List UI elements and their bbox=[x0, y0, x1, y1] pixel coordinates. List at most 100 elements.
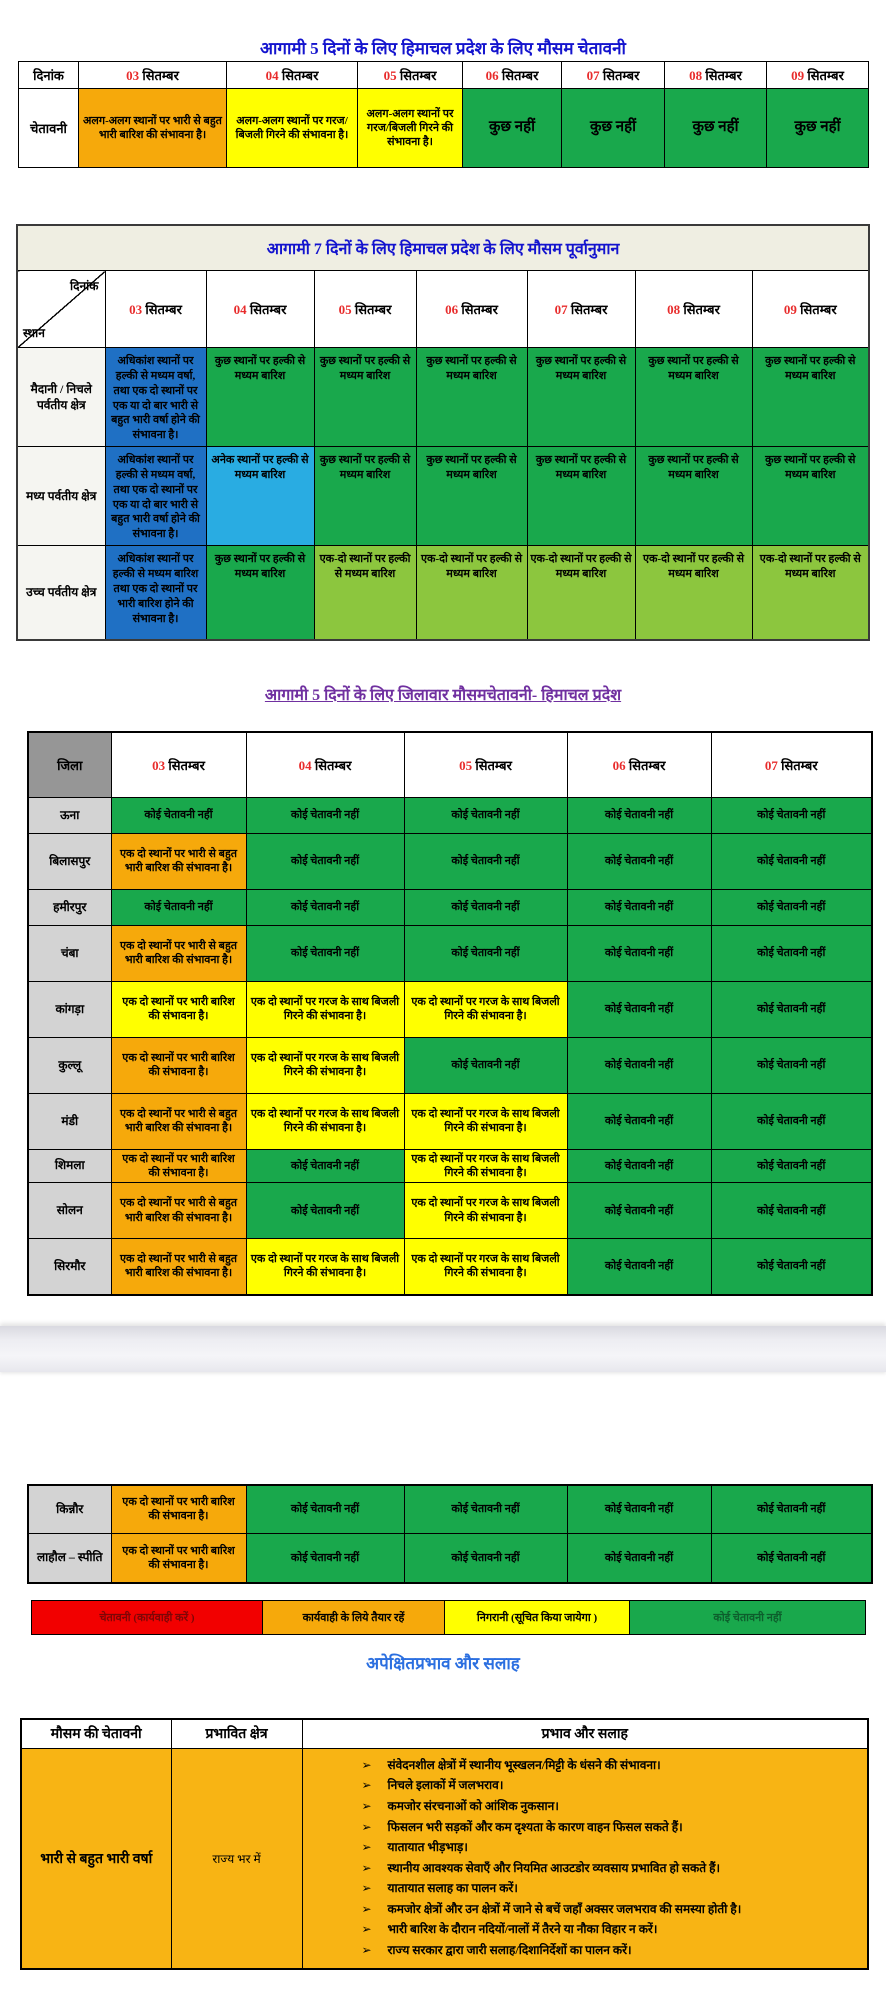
table-row: किन्नौर एक दो स्थानों पर भारी बारिश की स… bbox=[27, 1484, 873, 1535]
warning-cell: एक दो स्थानों पर भारी बारिश की संभावना ह… bbox=[110, 1036, 247, 1094]
warning-cell: कोई चेतावनी नहीं bbox=[566, 924, 712, 982]
warning-row-label: चेतावनी bbox=[18, 88, 79, 168]
district-name: मंडी bbox=[27, 1092, 112, 1150]
forecast-cell: अधिकांश स्थानों पर हल्की से मध्यम वर्षा,… bbox=[104, 446, 207, 547]
table-row: आगामी 7 दिनों के लिए हिमाचल प्रदेश के लि… bbox=[16, 224, 870, 271]
date-month: सितम्बर bbox=[501, 68, 539, 83]
warning-cell: कोई चेतावनी नहीं bbox=[245, 832, 405, 890]
warning-cell: कुछ नहीं bbox=[766, 88, 869, 168]
warning-cell: कोई चेतावनी नहीं bbox=[566, 980, 712, 1038]
date-month: सितम्बर bbox=[314, 757, 352, 773]
date-month: सितम्बर bbox=[475, 757, 512, 773]
date-month: सितम्बर bbox=[145, 302, 182, 317]
table-row: मौसम की चेतावनी प्रभावित क्षेत्र प्रभाव … bbox=[20, 1718, 869, 1749]
date-number: 05 bbox=[338, 302, 352, 317]
date-cell: 06 सितम्बर bbox=[462, 61, 562, 89]
warning-cell: कोई चेतावनी नहीं bbox=[245, 1148, 405, 1184]
warning-cell: अलग-अलग स्थानों पर गरज/बिजली गिरने की सं… bbox=[226, 88, 358, 168]
forecast-cell: एक-दो स्थानों पर हल्की से मध्यम बारिश bbox=[634, 545, 753, 641]
advice-item: राज्य सरकार द्वारा जारी सलाह/दिशानिर्देश… bbox=[362, 1943, 857, 1959]
warning-cell: कोई चेतावनी नहीं bbox=[403, 924, 568, 982]
legend-watch-yellow: निगरानी (सूचित किया जायेगा ) bbox=[444, 1599, 630, 1635]
warning-cell: एक दो स्थानों पर भारी से बहुत भारी बारिश… bbox=[110, 924, 247, 982]
district-warning-table: जिला 03 सितम्बर 04 सितम्बर 05 सितम्बर 06… bbox=[27, 730, 873, 1296]
impact-header-area: प्रभावित क्षेत्र bbox=[170, 1718, 303, 1749]
forecast-cell: कुछ स्थानों पर हल्की से मध्यम बारिश bbox=[634, 346, 753, 448]
warning-cell: कोई चेतावनी नहीं bbox=[710, 1182, 873, 1240]
date-number: 03 bbox=[129, 302, 143, 317]
date-number: 08 bbox=[667, 302, 681, 317]
table-row: ऊना कोई चेतावनी नहीं कोई चेतावनी नहीं को… bbox=[27, 796, 873, 834]
warning-cell: कोई चेतावनी नहीं bbox=[245, 1182, 405, 1240]
date-number: 07 bbox=[764, 757, 778, 773]
impact-header-warning: मौसम की चेतावनी bbox=[20, 1718, 172, 1749]
advice-item: यातायात सलाह का पालन करें। bbox=[362, 1881, 857, 1897]
district-warning-title: आगामी 5 दिनों के लिए जिलावार मौसमचेतावनी… bbox=[264, 686, 622, 704]
warning-cell: कोई चेतावनी नहीं bbox=[566, 832, 712, 890]
date-number: 03 bbox=[126, 68, 140, 83]
district-name: सोलन bbox=[27, 1182, 112, 1240]
date-month: सितम्बर bbox=[628, 757, 666, 773]
warning-cell: कोई चेतावनी नहीं bbox=[245, 1484, 405, 1535]
forecast-cell: कुछ स्थानों पर हल्की से मध्यम बारिश bbox=[313, 346, 417, 448]
warning-cell: कोई चेतावनी नहीं bbox=[710, 796, 873, 834]
forecast-cell: कुछ स्थानों पर हल्की से मध्यम बारिश bbox=[634, 446, 753, 547]
table-row: बिलासपुर एक दो स्थानों पर भारी से बहुत भ… bbox=[27, 832, 873, 890]
warning-cell: कोई चेतावनी नहीं bbox=[245, 1533, 405, 1584]
advice-list: संवेदनशील क्षेत्रों में स्थानीय भूस्खलन/… bbox=[304, 1758, 867, 1959]
warning-cell: कोई चेतावनी नहीं bbox=[566, 1238, 712, 1296]
date-place-corner-cell: दिनांक स्थान bbox=[16, 270, 106, 348]
zone-label: उच्च पर्वतीय क्षेत्र bbox=[16, 545, 106, 641]
warning-cell: कोई चेतावनी नहीं bbox=[110, 888, 247, 926]
warning-cell: कोई चेतावनी नहीं bbox=[566, 1092, 712, 1150]
warning-cell: एक दो स्थानों पर गरज के साथ बिजली गिरने … bbox=[403, 1092, 568, 1150]
table-row: चेतावनी अलग-अलग स्थानों पर भारी से बहुत … bbox=[18, 88, 869, 168]
forecast-table-title: आगामी 7 दिनों के लिए हिमाचल प्रदेश के लि… bbox=[16, 224, 870, 271]
advice-item: कमजोर क्षेत्रों और उन क्षेत्रों में जाने… bbox=[362, 1902, 857, 1918]
warning-cell: कोई चेतावनी नहीं bbox=[566, 1484, 712, 1535]
date-number: 07 bbox=[586, 68, 600, 83]
date-number: 05 bbox=[459, 757, 473, 773]
warning-cell: कोई चेतावनी नहीं bbox=[566, 1182, 712, 1240]
state-warning-table: दिनांक 03 सितम्बर 04 सितम्बर 05 सितम्बर … bbox=[18, 61, 869, 168]
forecast-table: आगामी 7 दिनों के लिए हिमाचल प्रदेश के लि… bbox=[16, 224, 871, 641]
forecast-cell: कुछ स्थानों पर हल्की से मध्यम बारिश bbox=[415, 446, 528, 547]
date-month: सितम्बर bbox=[249, 302, 287, 317]
warning-cell: कुछ नहीं bbox=[462, 88, 562, 168]
warning-cell: कोई चेतावनी नहीं bbox=[110, 796, 247, 834]
warning-cell: कोई चेतावनी नहीं bbox=[710, 1533, 873, 1584]
date-corner-label: दिनांक bbox=[18, 61, 79, 89]
date-month: सितम्बर bbox=[602, 68, 640, 83]
warning-cell: एक दो स्थानों पर भारी से बहुत भारी बारिश… bbox=[110, 1238, 247, 1296]
legend-be-prepared-orange: कार्यवाही के लिये तैयार रहें bbox=[262, 1599, 445, 1635]
table-row: चंबा एक दो स्थानों पर भारी से बहुत भारी … bbox=[27, 924, 873, 982]
legend-warning-red: चेतावनी (कार्यवाही करें ) bbox=[31, 1599, 263, 1635]
table-row: लाहौल – स्पीति एक दो स्थानों पर भारी बार… bbox=[27, 1533, 873, 1584]
warning-cell: कोई चेतावनी नहीं bbox=[710, 1036, 873, 1094]
date-cell: 04 सितम्बर bbox=[245, 731, 405, 798]
table-row: सोलन एक दो स्थानों पर भारी से बहुत भारी … bbox=[27, 1182, 873, 1240]
table-row: चेतावनी (कार्यवाही करें ) कार्यवाही के ल… bbox=[31, 1599, 866, 1635]
table-row: दिनांक स्थान 03 सितम्बर 04 सितम्बर 05 सि… bbox=[16, 270, 870, 348]
warning-cell: एक दो स्थानों पर भारी बारिश की संभावना ह… bbox=[110, 980, 247, 1038]
forecast-cell: कुछ स्थानों पर हल्की से मध्यम बारिश bbox=[415, 346, 528, 448]
district-header-cell: जिला bbox=[27, 731, 112, 798]
warning-cell: कुछ नहीं bbox=[664, 88, 767, 168]
date-cell: 04 सितम्बर bbox=[205, 270, 315, 348]
district-name: बिलासपुर bbox=[27, 832, 112, 890]
impact-advice-cell: संवेदनशील क्षेत्रों में स्थानीय भूस्खलन/… bbox=[301, 1747, 869, 1970]
table-row: कुल्लू एक दो स्थानों पर भारी बारिश की सं… bbox=[27, 1036, 873, 1094]
forecast-cell: एक-दो स्थानों पर हल्की से मध्यम बारिश bbox=[526, 545, 636, 641]
advice-item: यातायात भीड़भाड़। bbox=[362, 1840, 857, 1856]
date-cell: 07 सितम्बर bbox=[710, 731, 873, 798]
date-cell: 06 सितम्बर bbox=[415, 270, 528, 348]
table-row: सिरमौर एक दो स्थानों पर भारी से बहुत भार… bbox=[27, 1238, 873, 1296]
warning-cell: एक दो स्थानों पर गरज के साथ बिजली गिरने … bbox=[245, 980, 405, 1038]
date-cell: 09 सितम्बर bbox=[751, 270, 870, 348]
corner-place-label: स्थान bbox=[23, 326, 45, 340]
date-number: 04 bbox=[233, 302, 247, 317]
date-number: 03 bbox=[152, 757, 166, 773]
warning-cell: कोई चेतावनी नहीं bbox=[403, 832, 568, 890]
advice-item: निचले इलाकों में जलभराव। bbox=[362, 1778, 857, 1794]
warning-cell: कोई चेतावनी नहीं bbox=[566, 796, 712, 834]
